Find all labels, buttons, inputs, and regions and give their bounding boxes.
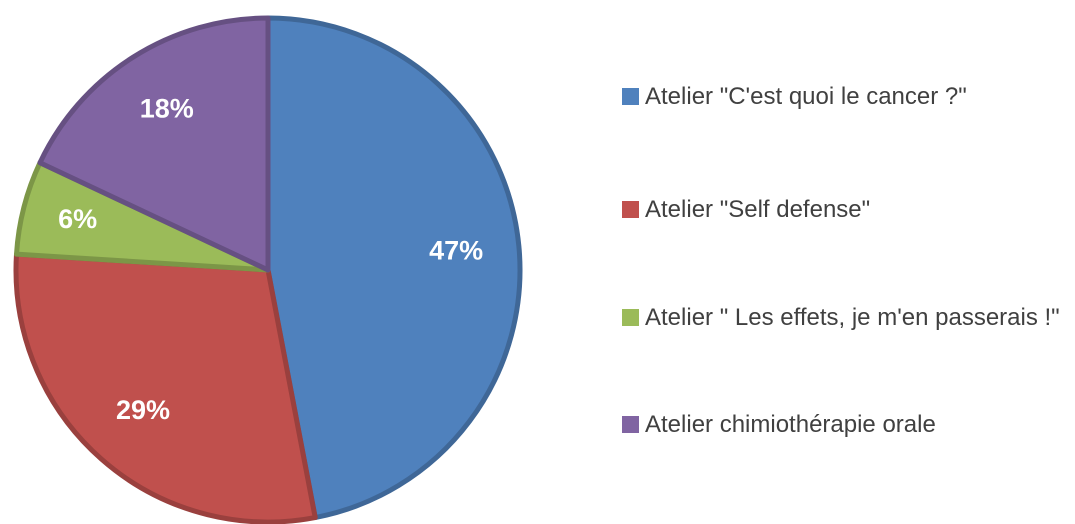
legend-item: Atelier " Les effets, je m'en passerais … (622, 303, 1062, 333)
data-label: 6% (58, 204, 97, 234)
pie-slice (265, 15, 523, 521)
pie-slice (37, 15, 271, 273)
data-label: 29% (116, 395, 170, 425)
legend-label: Atelier "Self defense" (645, 196, 871, 223)
data-label: 18% (140, 94, 194, 124)
legend-swatch (622, 416, 639, 433)
legend-item: Atelier "Self defense" (622, 195, 1062, 225)
legend-label: Atelier "C'est quoi le cancer ?" (645, 83, 967, 110)
legend-label: Atelier chimiothérapie orale (645, 411, 936, 438)
pie-area: 47% 29% 6% 18% (13, 15, 523, 524)
legend-swatch (622, 201, 639, 218)
legend-swatch (622, 309, 639, 326)
pie-slice (13, 251, 318, 524)
legend-item: Atelier chimiothérapie orale (622, 410, 1062, 440)
legend-swatch (622, 88, 639, 105)
data-label: 47% (429, 235, 483, 265)
legend-item: Atelier "C'est quoi le cancer ?" (622, 82, 1062, 112)
legend-label: Atelier " Les effets, je m'en passerais … (645, 304, 1060, 331)
